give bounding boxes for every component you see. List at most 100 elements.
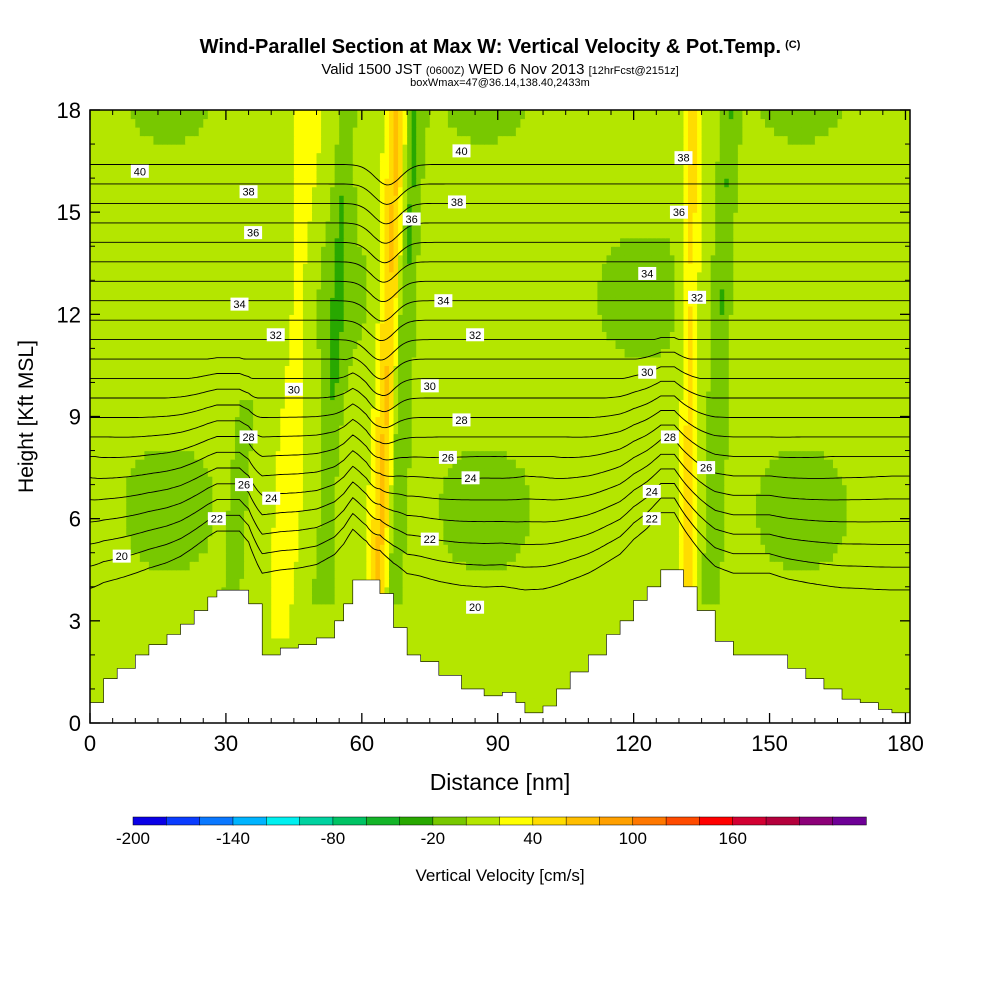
- velocity-cell: [715, 612, 721, 622]
- velocity-cell: [629, 552, 635, 562]
- velocity-cell: [860, 620, 866, 630]
- velocity-cell: [339, 510, 345, 520]
- velocity-cell: [479, 552, 485, 562]
- velocity-cell: [543, 680, 549, 690]
- velocity-cell: [275, 552, 281, 562]
- velocity-cell: [167, 493, 173, 503]
- velocity-cell: [751, 595, 757, 605]
- velocity-cell: [814, 569, 820, 579]
- velocity-cell: [864, 544, 870, 554]
- velocity-cell: [765, 501, 771, 511]
- velocity-cell: [678, 544, 685, 554]
- velocity-cell: [520, 535, 526, 545]
- velocity-cell: [787, 646, 793, 656]
- velocity-cell: [737, 561, 743, 571]
- velocity-cell: [466, 527, 472, 537]
- velocity-cell: [497, 578, 503, 588]
- velocity-cell: [724, 552, 730, 562]
- velocity-cell: [524, 697, 531, 707]
- velocity-cell: [506, 578, 512, 588]
- velocity-cell: [289, 620, 295, 630]
- velocity-cell: [99, 663, 105, 673]
- velocity-cell: [674, 501, 680, 511]
- velocity-cell: [574, 620, 580, 630]
- velocity-cell: [162, 620, 168, 630]
- velocity-cell: [669, 510, 676, 520]
- velocity-cell: [180, 535, 186, 545]
- velocity-cell: [289, 493, 295, 503]
- velocity-cell: [846, 501, 852, 511]
- velocity-cell: [515, 578, 521, 588]
- velocity-cell: [814, 663, 820, 673]
- velocity-cell: [588, 518, 594, 528]
- velocity-cell: [547, 578, 553, 588]
- velocity-cell: [94, 646, 100, 656]
- velocity-cell: [311, 637, 318, 647]
- velocity-cell: [710, 578, 716, 588]
- velocity-cell: [905, 544, 910, 554]
- velocity-cell: [130, 527, 136, 537]
- velocity-cell: [126, 646, 132, 656]
- velocity-cell: [135, 544, 141, 554]
- velocity-cell: [787, 578, 793, 588]
- velocity-cell: [638, 544, 644, 554]
- velocity-cell: [710, 552, 716, 562]
- velocity-cell: [280, 603, 286, 613]
- velocity-cell: [533, 527, 540, 537]
- velocity-cell: [724, 544, 730, 554]
- velocity-cell: [234, 578, 241, 588]
- velocity-cell: [307, 620, 313, 630]
- velocity-cell: [706, 493, 712, 503]
- velocity-cell: [135, 578, 141, 588]
- velocity-cell: [216, 501, 222, 511]
- velocity-cell: [511, 501, 517, 511]
- velocity-cell: [438, 663, 444, 673]
- velocity-cell: [583, 620, 589, 630]
- velocity-cell: [452, 569, 458, 579]
- velocity-cell: [805, 501, 811, 511]
- velocity-cell: [456, 518, 463, 528]
- velocity-cell: [103, 671, 109, 682]
- velocity-cell: [99, 595, 105, 605]
- velocity-cell: [493, 535, 499, 545]
- velocity-cell: [778, 510, 784, 520]
- velocity-cell: [293, 586, 299, 596]
- velocity-cell: [157, 595, 164, 605]
- velocity-cell: [900, 705, 907, 716]
- velocity-cell: [185, 552, 191, 562]
- velocity-cell: [325, 586, 331, 596]
- velocity-cell: [869, 561, 875, 571]
- velocity-cell: [588, 637, 594, 647]
- velocity-cell: [293, 552, 299, 562]
- velocity-cell: [529, 561, 535, 571]
- velocity-cell: [280, 501, 286, 511]
- velocity-cell: [452, 637, 458, 647]
- velocity-cell: [755, 518, 762, 528]
- velocity-cell: [90, 527, 96, 537]
- velocity-cell: [493, 544, 499, 554]
- velocity-cell: [108, 654, 114, 664]
- velocity-cell: [556, 518, 562, 528]
- velocity-cell: [547, 654, 553, 664]
- velocity-cell: [823, 535, 830, 545]
- velocity-cell: [126, 569, 132, 579]
- velocity-cell: [719, 552, 725, 562]
- velocity-cell: [601, 510, 608, 520]
- velocity-cell: [502, 646, 508, 656]
- velocity-cell: [447, 603, 454, 613]
- velocity-cell: [570, 544, 576, 554]
- velocity-cell: [697, 569, 703, 579]
- velocity-cell: [280, 637, 286, 647]
- velocity-cell: [792, 561, 798, 571]
- velocity-cell: [257, 493, 263, 503]
- velocity-cell: [742, 561, 748, 571]
- velocity-cell: [533, 629, 540, 639]
- velocity-cell: [688, 493, 694, 503]
- velocity-cell: [298, 501, 304, 511]
- velocity-cell: [157, 535, 164, 545]
- velocity-cell: [860, 637, 866, 647]
- velocity-cell: [266, 561, 272, 571]
- velocity-cell: [330, 603, 336, 613]
- velocity-cell: [416, 595, 422, 605]
- velocity-cell: [688, 544, 694, 554]
